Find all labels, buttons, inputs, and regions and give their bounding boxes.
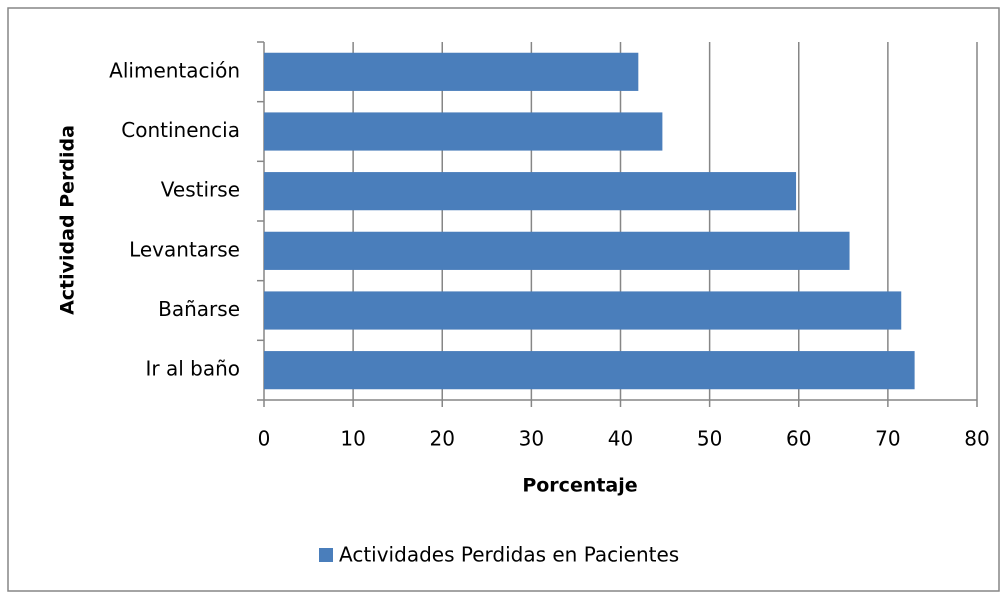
x-axis-label: Porcentaje: [522, 475, 637, 497]
legend-label: Actividades Perdidas en Pacientes: [339, 543, 679, 567]
x-tick-label: 40: [608, 427, 633, 451]
x-tick-label: 50: [697, 427, 722, 451]
x-tick-label: 70: [875, 427, 900, 451]
y-axis-label: Actividad Perdida: [57, 125, 79, 315]
x-tick-label: 20: [430, 427, 455, 451]
x-tick-label: 30: [519, 427, 544, 451]
y-tick-label: Ir al baño: [145, 357, 240, 381]
y-tick-label: Continencia: [121, 118, 240, 142]
bar: [264, 351, 915, 390]
y-tick-label: Alimentación: [109, 58, 240, 82]
y-tick-label: Vestirse: [161, 178, 240, 202]
x-tick-label: 10: [340, 427, 365, 451]
bar: [264, 291, 902, 330]
bar: [264, 172, 797, 211]
bar: [264, 52, 639, 91]
y-tick-label: Bañarse: [158, 297, 240, 321]
x-tick-label: 0: [258, 427, 271, 451]
y-tick-label: Levantarse: [129, 237, 240, 261]
bar: [264, 231, 850, 270]
x-tick-label: 60: [786, 427, 811, 451]
x-tick-label: 80: [964, 427, 989, 451]
bar: [264, 112, 663, 151]
legend-swatch: [319, 548, 333, 562]
